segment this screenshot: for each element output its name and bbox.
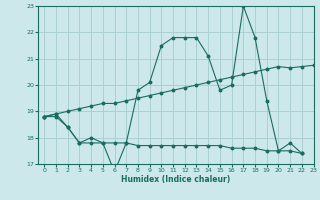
X-axis label: Humidex (Indice chaleur): Humidex (Indice chaleur) (121, 175, 231, 184)
